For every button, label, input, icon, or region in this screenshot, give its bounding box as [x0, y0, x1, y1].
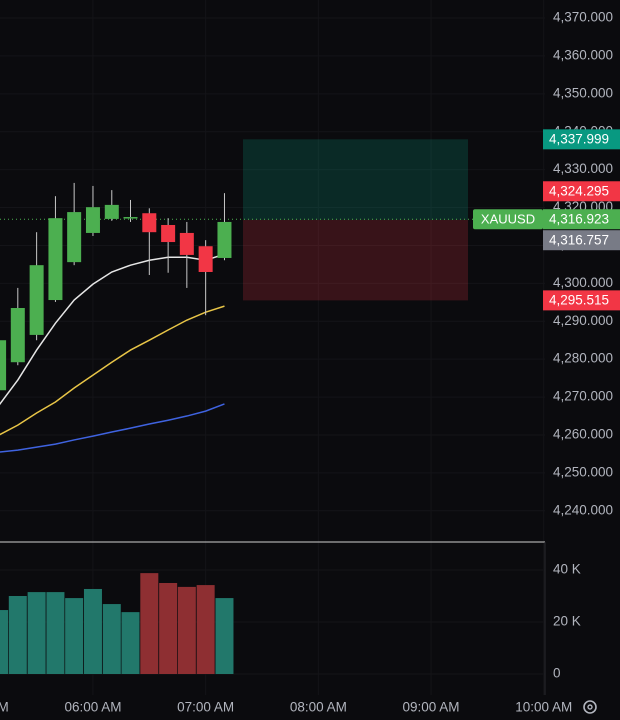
y-tick-label: 40 K — [553, 562, 581, 577]
y-tick-label: 4,370.000 — [553, 10, 613, 25]
symbol-tag — [473, 209, 543, 230]
price-axis-bg — [545, 0, 620, 695]
candle-body — [0, 340, 7, 391]
moving-average — [0, 305, 225, 436]
candle-body — [161, 224, 176, 243]
volume-bar — [46, 592, 65, 674]
candle-body — [48, 218, 63, 301]
x-tick-label: 09:00 AM — [403, 700, 460, 715]
settings-icon[interactable] — [583, 700, 597, 714]
volume-bar — [177, 586, 196, 674]
volume-bar — [196, 585, 215, 674]
price-tag-label: 4,337.999 — [549, 131, 609, 146]
x-tick-label: 05:00 AM — [0, 700, 9, 715]
price-tag-label: 4,324.295 — [549, 183, 609, 198]
price-tag — [543, 230, 620, 251]
y-tick-label: 4,240.000 — [553, 502, 613, 517]
price-tag-label: 4,316.757 — [549, 232, 609, 247]
volume-bar — [0, 610, 9, 674]
volume-bar — [8, 596, 27, 674]
volume-bar — [83, 588, 102, 674]
volume-bar — [65, 598, 84, 674]
price-tag — [543, 209, 620, 230]
volume-bar — [140, 573, 159, 674]
price-tag — [543, 129, 620, 150]
stop-zone — [243, 219, 468, 301]
candle-body — [85, 207, 100, 233]
candle-body — [142, 213, 157, 233]
y-tick-label: 4,330.000 — [553, 161, 613, 176]
settings-icon-center[interactable] — [587, 704, 593, 710]
candle-body — [67, 212, 82, 263]
candle-body — [29, 265, 44, 335]
y-tick-label: 4,350.000 — [553, 85, 613, 100]
price-tag — [543, 290, 620, 311]
y-tick-label: 20 K — [553, 614, 581, 629]
x-tick-label: 07:00 AM — [177, 700, 234, 715]
axes: 4,370.0004,360.0004,350.0004,340.0004,33… — [0, 10, 620, 715]
grid — [0, 0, 545, 695]
candle-body — [10, 308, 25, 363]
volume-bar — [159, 583, 178, 674]
volume-bar — [27, 592, 46, 674]
volume-bar — [102, 604, 121, 674]
candle-body — [104, 204, 119, 219]
price-tag-label: 4,316.923 — [549, 211, 609, 226]
y-tick-label: 4,360.000 — [553, 47, 613, 62]
y-tick-label: 4,280.000 — [553, 351, 613, 366]
plot — [0, 139, 545, 674]
y-tick-label: 4,270.000 — [553, 389, 613, 404]
settings-icon[interactable] — [583, 700, 597, 714]
volume-bar — [215, 598, 234, 674]
symbol-label: XAUUSD — [481, 212, 535, 227]
x-tick-label: 06:00 AM — [64, 700, 121, 715]
volume-bar — [121, 612, 140, 674]
candle-body — [198, 246, 213, 272]
candle-body — [217, 221, 232, 258]
y-tick-label: 0 — [553, 666, 561, 681]
candle-body — [123, 217, 138, 219]
price-tag-label: 4,295.515 — [549, 292, 609, 307]
target-zone — [243, 139, 468, 220]
y-tick-label: 4,290.000 — [553, 313, 613, 328]
x-tick-label: 08:00 AM — [290, 700, 347, 715]
price-tag — [543, 181, 620, 202]
candle-body — [179, 232, 194, 255]
y-tick-label: 4,300.000 — [553, 275, 613, 290]
moving-average — [0, 403, 225, 453]
y-tick-label: 4,260.000 — [553, 427, 613, 442]
x-tick-label: 10:00 AM — [515, 700, 572, 715]
y-tick-label: 4,250.000 — [553, 464, 613, 479]
